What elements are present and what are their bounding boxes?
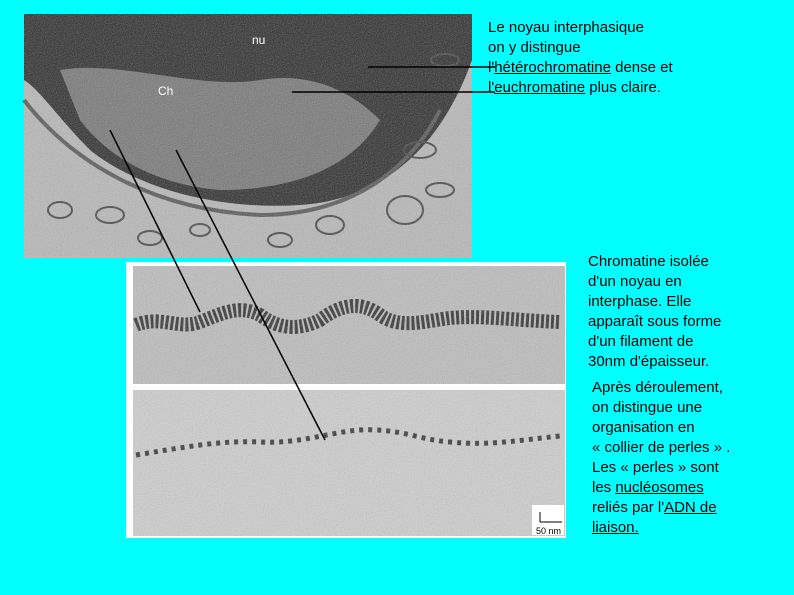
term: ADN de — [664, 499, 717, 516]
text-line: l'hétérochromatine dense et — [488, 58, 673, 78]
text: on y distingue — [488, 39, 581, 56]
text-line: Le noyau interphasique — [488, 18, 673, 38]
text: d'un filament de — [588, 333, 694, 350]
scale-bar-label: 50 nm — [536, 526, 561, 536]
text-line: « collier de perles » . — [592, 438, 730, 458]
term: euchromatine — [494, 79, 586, 96]
text: les — [592, 479, 616, 496]
text: Après déroulement, — [592, 379, 723, 396]
term: nucléosomes — [615, 479, 704, 496]
text: interphase. Elle — [588, 293, 692, 310]
text: reliés par l' — [592, 499, 665, 516]
text-line: les nucléosomes — [592, 478, 730, 498]
text: Les « perles » sont — [592, 459, 719, 476]
nucleus-micrograph: nu Ch — [22, 14, 472, 258]
intro-text: Le noyau interphasique on y distingue l'hé… — [488, 18, 673, 98]
text: apparaît sous forme — [588, 313, 722, 330]
text-line: d'un noyau en — [588, 272, 721, 292]
text-line: on distingue une — [592, 398, 730, 418]
nucleosome-text: Après déroulement, on distingue une organi… — [592, 378, 730, 538]
text: dense et — [610, 59, 673, 76]
text-line: liaison. — [592, 518, 730, 538]
text: plus claire. — [585, 79, 661, 96]
text-line: reliés par l'ADN de — [592, 498, 730, 518]
text: « collier de perles » . — [592, 439, 731, 456]
chromatin-micrographs: 50 nm — [126, 262, 566, 538]
label-nu: nu — [252, 33, 265, 47]
isolated-chromatin-text: Chromatine isolée d'un noyau en interphase… — [588, 252, 721, 372]
text: on distingue une — [592, 399, 703, 416]
text-line: l'euchromatine plus claire. — [488, 78, 673, 98]
text-line: apparaît sous forme — [588, 312, 721, 332]
arrows — [109, 66, 495, 441]
text-line: interphase. Elle — [588, 292, 721, 312]
term: hétérochromatine — [494, 59, 611, 76]
text-line: d'un filament de — [588, 332, 721, 352]
text-line: organisation en — [592, 418, 730, 438]
text-line: on y distingue — [488, 38, 673, 58]
text-line: Après déroulement, — [592, 378, 730, 398]
text: d'un noyau en — [588, 273, 682, 290]
text: l' — [488, 59, 495, 76]
text: Le noyau interphasique — [488, 19, 644, 36]
text: 30nm d'épaisseur. — [588, 353, 710, 370]
text: l' — [488, 79, 495, 96]
text-line: Les « perles » sont — [592, 458, 730, 478]
text-line: Chromatine isolée — [588, 252, 721, 272]
text: Chromatine isolée — [588, 253, 709, 270]
term: liaison. — [592, 519, 639, 536]
label-ch: Ch — [158, 84, 173, 98]
text-line: 30nm d'épaisseur. — [588, 352, 721, 372]
text: organisation en — [592, 419, 695, 436]
